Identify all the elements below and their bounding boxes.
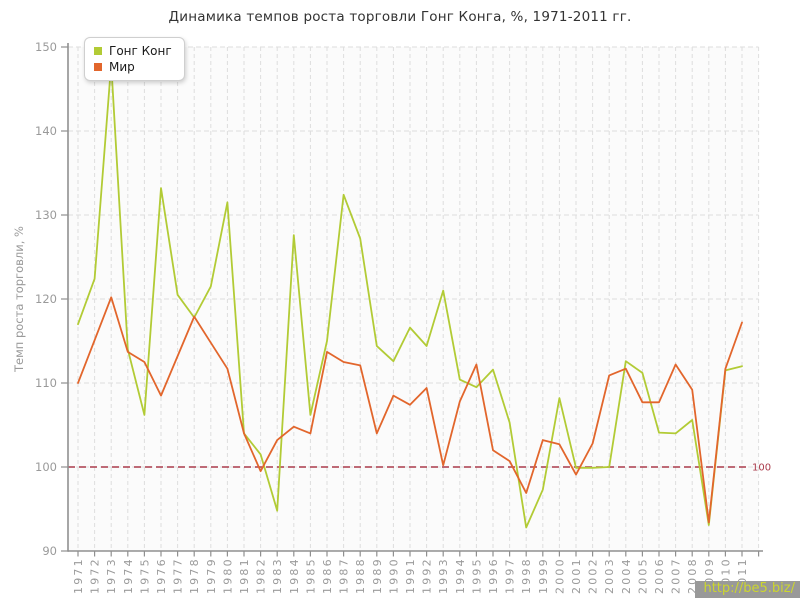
x-tick-label: 1975: [138, 557, 151, 594]
legend-item-hong-kong[interactable]: Гонг Конг: [94, 43, 172, 59]
x-tick-label: 1993: [437, 557, 450, 594]
chart-title: Динамика темпов роста торговли Гонг Конг…: [168, 9, 632, 25]
x-tick-label: 1984: [288, 557, 301, 594]
x-tick-label: 1990: [387, 557, 400, 594]
y-tick-label: 150: [35, 40, 57, 54]
x-tick-label: 2006: [653, 557, 666, 594]
legend-label-hong-kong: Гонг Конг: [109, 44, 172, 58]
x-tick-label: 1998: [520, 557, 533, 594]
y-tick-label: 140: [35, 124, 57, 138]
x-tick-label: 1996: [487, 557, 500, 594]
x-tick-label: 2001: [570, 557, 583, 594]
x-tick-label: 1977: [172, 557, 185, 594]
x-tick-label: 1994: [454, 557, 467, 594]
x-tick-label: 1991: [404, 557, 417, 594]
reference-line-label: 100: [752, 463, 771, 474]
legend-item-world[interactable]: Мир: [94, 59, 172, 75]
series-line-hong-kong: [77, 62, 743, 529]
x-tick-label: 1987: [338, 557, 351, 594]
x-tick-label: 1976: [155, 557, 168, 594]
x-tick-label: 1997: [504, 557, 517, 594]
x-tick-label: 2000: [553, 557, 566, 594]
x-tick-label: 1989: [371, 557, 384, 594]
x-tick-label: 1988: [354, 557, 367, 594]
x-tick-label: 1973: [105, 557, 118, 594]
x-tick-label: 2005: [636, 557, 649, 594]
y-tick-label: 100: [35, 460, 57, 474]
x-tick-label: 1979: [205, 557, 218, 594]
legend-label-world: Мир: [109, 60, 135, 74]
series-line-world: [77, 296, 743, 524]
x-tick-label: 1974: [122, 557, 135, 594]
x-tick-label: 1992: [421, 557, 434, 594]
x-tick-label: 2002: [587, 557, 600, 594]
x-tick-label: 1999: [537, 557, 550, 594]
x-tick-label: 1980: [221, 557, 234, 594]
x-tick-label: 2007: [670, 557, 683, 594]
x-tick-label: 1981: [238, 557, 251, 594]
legend-swatch-hong-kong-icon: [94, 47, 102, 55]
legend-swatch-world-icon: [94, 63, 102, 71]
y-tick-label: 120: [35, 292, 57, 306]
legend: Гонг Конг Мир: [84, 37, 185, 81]
watermark-link[interactable]: http://be5.biz/: [695, 581, 800, 598]
x-tick-label: 2003: [603, 557, 616, 594]
x-tick-label: 1982: [255, 557, 268, 594]
x-tick-label: 1986: [321, 557, 334, 594]
x-tick-label: 1995: [470, 557, 483, 594]
y-tick-label: 90: [42, 544, 57, 558]
x-tick-label: 1978: [188, 557, 201, 594]
x-tick-label: 2004: [620, 557, 633, 594]
x-tick-label: 1972: [89, 557, 102, 594]
y-tick-label: 110: [35, 376, 57, 390]
y-tick-label: 130: [35, 208, 57, 222]
x-tick-label: 1985: [304, 557, 317, 594]
x-tick-label: 1971: [72, 557, 85, 594]
x-tick-label: 1983: [271, 557, 284, 594]
